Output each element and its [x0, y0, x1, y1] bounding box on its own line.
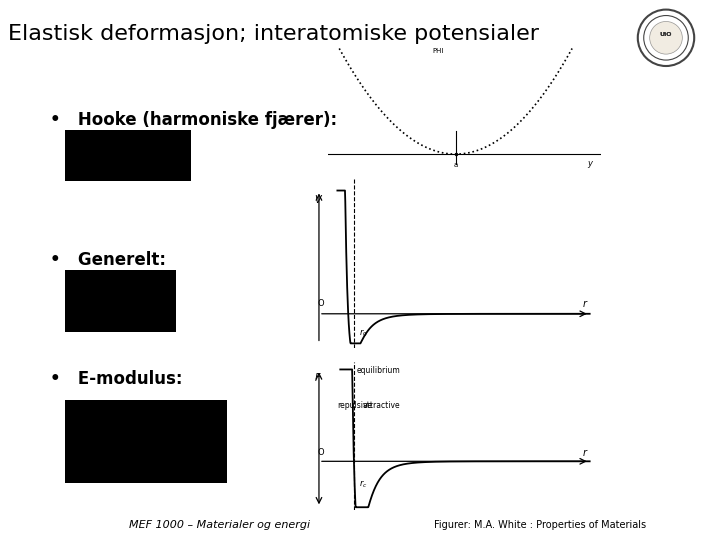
Text: equilibrium: equilibrium — [357, 366, 400, 375]
Text: MEF 1000 – Materialer og energi: MEF 1000 – Materialer og energi — [129, 520, 310, 530]
Text: y: y — [587, 159, 592, 168]
Text: F: F — [315, 373, 320, 382]
Circle shape — [649, 22, 683, 54]
Text: •   Generelt:: • Generelt: — [50, 251, 166, 269]
Text: $r_0$: $r_0$ — [359, 327, 367, 339]
Text: UiO: UiO — [660, 32, 672, 37]
Text: •   E-modulus:: • E-modulus: — [50, 370, 183, 388]
Text: r: r — [582, 448, 587, 458]
Text: Elastisk deformasjon; interatomiske potensialer: Elastisk deformasjon; interatomiske pote… — [8, 24, 539, 44]
Text: V: V — [315, 195, 321, 205]
Bar — [65, 130, 191, 181]
Text: attractive: attractive — [363, 401, 400, 410]
Text: Figurer: M.A. White : Properties of Materials: Figurer: M.A. White : Properties of Mate… — [434, 520, 646, 530]
Text: $r_c$: $r_c$ — [359, 478, 367, 490]
Bar — [65, 270, 176, 332]
Text: UiO: UiO — [660, 32, 672, 37]
Text: •   Hooke (harmoniske fjærer):: • Hooke (harmoniske fjærer): — [50, 111, 338, 129]
Text: a: a — [454, 162, 458, 168]
Text: O: O — [318, 299, 325, 308]
Text: PHI: PHI — [433, 49, 444, 55]
Text: repulsive: repulsive — [338, 401, 372, 410]
Text: r: r — [582, 299, 587, 309]
Text: O: O — [318, 449, 325, 457]
Bar — [65, 400, 227, 483]
